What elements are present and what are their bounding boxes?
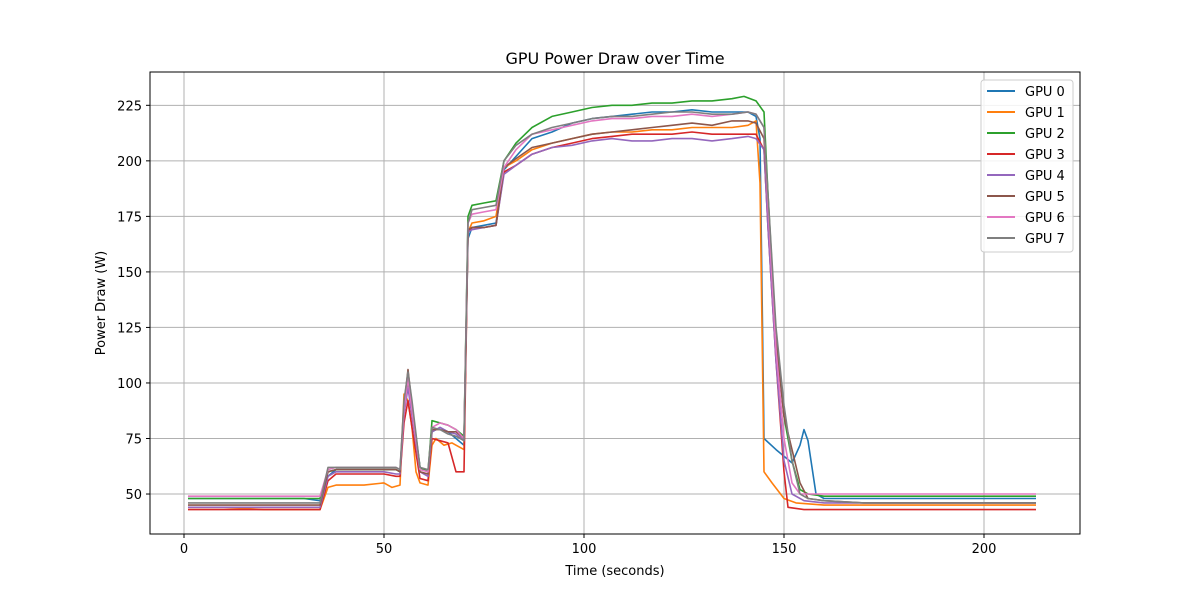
legend: GPU 0 GPU 1 GPU 2 GPU 3 GPU 4 GPU 5 GPU 6 GPU 7 [980,79,1074,253]
axis-ticks: 0 50 100 150 200 50 75 100 125 150 175 200 225 [117,99,996,557]
legend-label: GPU 3 [1025,148,1065,163]
grid [150,72,1080,534]
y-axis-label: Power Draw (W) [94,251,109,356]
x-tick-label: 0 [180,542,188,557]
plot-frame [149,71,1081,535]
y-tick-label: 125 [117,321,142,336]
legend-label: GPU 6 [1025,211,1065,226]
legend-label: GPU 7 [1025,232,1065,247]
x-tick-label: 150 [772,542,797,557]
legend-box [980,79,1074,253]
y-tick-label: 150 [117,266,142,281]
series-line-gpu-4 [188,135,1036,509]
legend-label: GPU 5 [1025,190,1065,205]
y-tick-label: 175 [117,210,142,225]
y-tick-label: 200 [117,155,142,170]
y-tick-label: 75 [125,432,142,447]
x-tick-label: 50 [376,542,393,557]
y-tick-label: 225 [117,99,142,114]
series-line-gpu-5 [188,120,1036,506]
x-tick-label: 200 [972,542,997,557]
chart-title: GPU Power Draw over Time [505,49,724,68]
x-axis-label: Time (seconds) [564,564,664,579]
legend-label: GPU 1 [1025,106,1065,121]
y-tick-label: 100 [117,377,142,392]
x-tick-label: 100 [572,542,597,557]
series-line-gpu-3 [188,131,1036,511]
series-line-gpu-7 [188,111,1036,504]
y-tick-label: 50 [125,488,142,503]
legend-label: GPU 0 [1025,85,1065,100]
legend-label: GPU 4 [1025,169,1065,184]
legend-label: GPU 2 [1025,127,1065,142]
plot-lines [188,95,1036,511]
series-line-gpu-1 [188,120,1036,511]
series-line-gpu-0 [188,109,1036,502]
